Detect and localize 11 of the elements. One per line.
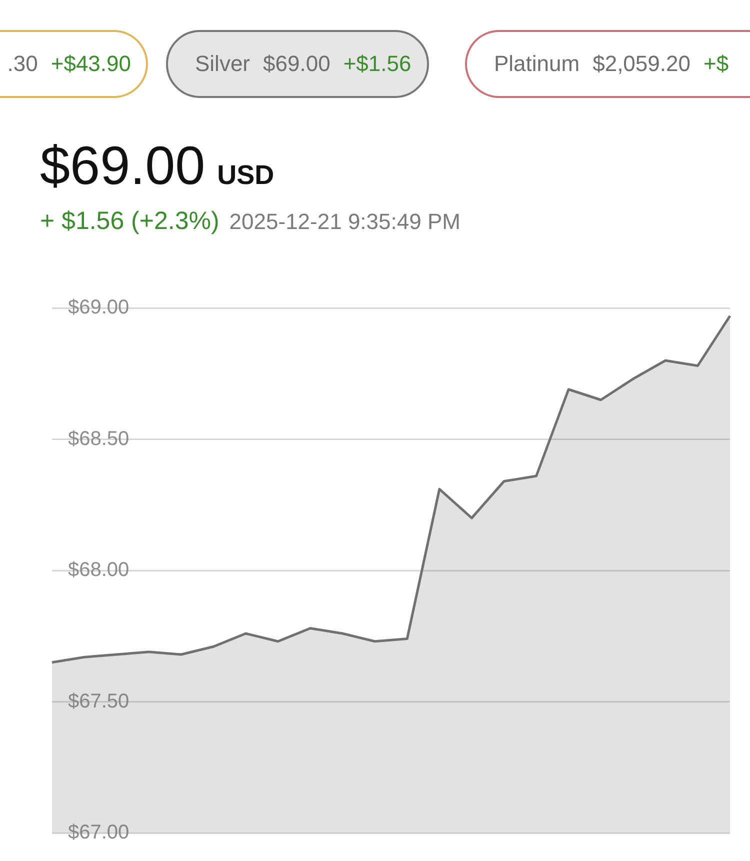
- text: Silver $69.00 +$1.56: [195, 51, 412, 77]
- text: 2025-12-21 9:35:49 PM: [229, 209, 460, 234]
- y-tick-label: $69.00: [68, 296, 130, 319]
- y-tick-label: $67.00: [68, 822, 130, 844]
- y-tick-label: $68.50: [68, 428, 130, 450]
- y-tick-label: $67.50: [68, 690, 130, 712]
- y-tick-label: $68.00: [68, 559, 130, 582]
- chart-title: $69.00 USD: [40, 136, 274, 196]
- chart-subtitle: + $1.56 (+2.3%): [40, 207, 220, 235]
- text: .30 +$43.90: [7, 51, 131, 77]
- text: Platinum $2,059.20 +$: [494, 51, 729, 77]
